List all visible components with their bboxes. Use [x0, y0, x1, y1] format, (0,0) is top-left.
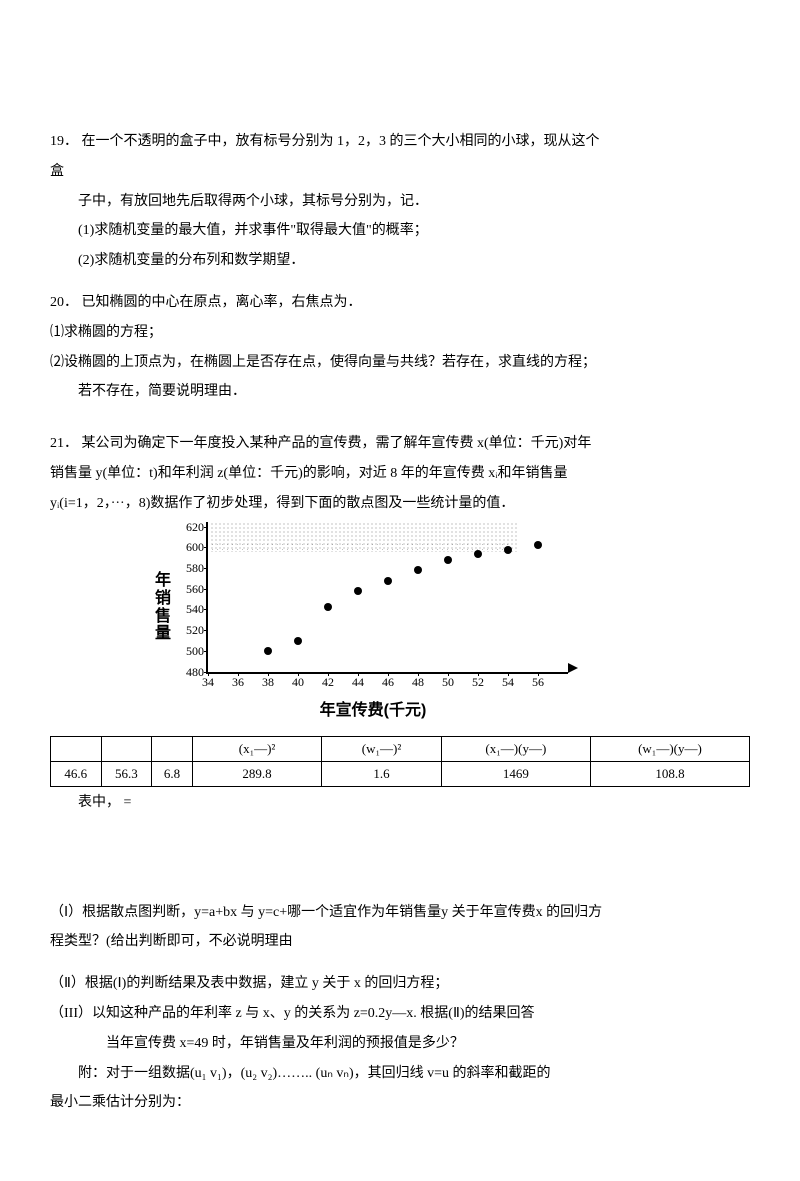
q21-line3: yᵢ(i=1，2，···，8)数据作了初步处理，得到下面的散点图及一些统计量的值…: [50, 492, 750, 516]
xtick-label: 36: [232, 675, 244, 690]
scatter-point: [444, 556, 452, 564]
x-axis-arrow-icon: [568, 663, 578, 673]
q19-sub1: (1)求随机变量的最大值，并求事件"取得最大值"的概率；: [50, 219, 750, 243]
table-data-cell: 6.8: [152, 761, 193, 786]
ytick-label: 620: [178, 521, 204, 533]
scatter-point: [504, 546, 512, 554]
table-data-cell: 46.6: [51, 761, 102, 786]
q20-text1: 已知椭圆的中心在原点，离心率，右焦点为．: [82, 295, 362, 310]
chart-plot-area: 4805005205405605806006203436384042444648…: [206, 522, 568, 674]
appendix-line2: 最小二乘估计分别为：: [50, 1091, 750, 1115]
table-header-cell: (w₁—)²: [322, 736, 442, 761]
xtick-mark: [268, 672, 269, 676]
chart-noise-band2: [210, 542, 510, 552]
q19-text1a: 在一个不透明的盒子中，放有标号分别为 1，2，3 的三个大小相同的小球，现从这个: [82, 134, 600, 149]
ytick-mark: [204, 547, 208, 548]
xtick-label: 42: [322, 675, 334, 690]
ytick-label: 480: [178, 666, 204, 678]
scatter-point: [294, 637, 302, 645]
ytick-label: 600: [178, 541, 204, 553]
xtick-label: 48: [412, 675, 424, 690]
part-i-line1: （Ⅰ）根据散点图判断，y=a+bx 与 y=c+哪一个适宜作为年销售量y 关于年…: [50, 901, 750, 925]
scatter-point: [264, 647, 272, 655]
ytick-label: 580: [178, 562, 204, 574]
table-data-cell: 1469: [441, 761, 590, 786]
ytick-mark: [204, 527, 208, 528]
xtick-mark: [538, 672, 539, 676]
ytick-mark: [204, 589, 208, 590]
q19-line2: 子中，有放回地先后取得两个小球，其标号分别为，记．: [50, 190, 750, 214]
xtick-label: 44: [352, 675, 364, 690]
appendix-line1: 附：对于一组数据(u₁ v₁)，(u₂ v₂)…….. (uₙ vₙ)，其回归线…: [50, 1062, 750, 1086]
q19-line1b: 盒: [50, 160, 750, 184]
scatter-point: [414, 566, 422, 574]
xtick-mark: [448, 672, 449, 676]
xtick-label: 50: [442, 675, 454, 690]
xtick-mark: [508, 672, 509, 676]
table-data-cell: 1.6: [322, 761, 442, 786]
ytick-label: 540: [178, 603, 204, 615]
table-note: 表中， =: [50, 791, 750, 811]
xtick-label: 46: [382, 675, 394, 690]
part-ii: （Ⅱ）根据(Ⅰ)的判断结果及表中数据，建立 y 关于 x 的回归方程；: [50, 972, 750, 996]
part-iii-line2: 当年宣传费 x=49 时，年销售量及年利润的预报值是多少？: [50, 1032, 750, 1056]
q19-sub2: (2)求随机变量的分布列和数学期望．: [50, 249, 750, 273]
q21-number: 21．: [50, 436, 78, 451]
q20-sub2b: 若不存在，简要说明理由．: [50, 380, 750, 404]
scatter-point: [534, 541, 542, 549]
xtick-label: 52: [472, 675, 484, 690]
stats-table: (x₁—)²(w₁—)²(x₁—)(y—)(w₁—)(y—) 46.656.36…: [50, 736, 750, 787]
ytick-label: 560: [178, 583, 204, 595]
table-data-row: 46.656.36.8289.81.61469108.8: [51, 761, 750, 786]
xtick-label: 54: [502, 675, 514, 690]
xtick-label: 40: [292, 675, 304, 690]
xtick-mark: [418, 672, 419, 676]
part-iii-line1: （III）以知这种产品的年利率 z 与 x、y 的关系为 z=0.2y—x. 根…: [50, 1002, 750, 1026]
table-header-cell: [101, 736, 152, 761]
scatter-chart: 年销售量 48050052054056058060062034363840424…: [150, 522, 570, 720]
part-i-line2: 程类型？(给出判断即可，不必说明理由: [50, 930, 750, 954]
xtick-label: 56: [532, 675, 544, 690]
q19-number: 19．: [50, 134, 78, 149]
xtick-mark: [298, 672, 299, 676]
chart-ylabel: 年销售量: [150, 522, 176, 674]
ytick-mark: [204, 609, 208, 610]
q21-line1: 21． 某公司为确定下一年度投入某种产品的宣传费，需了解年宣传费 x(单位：千元…: [50, 432, 750, 456]
ytick-label: 520: [178, 624, 204, 636]
table-header-cell: (w₁—)(y—): [590, 736, 749, 761]
ytick-mark: [204, 651, 208, 652]
xtick-label: 38: [262, 675, 274, 690]
xtick-label: 34: [202, 675, 214, 690]
scatter-point: [384, 577, 392, 585]
xtick-mark: [388, 672, 389, 676]
q20-number: 20．: [50, 295, 78, 310]
q21-text1: 某公司为确定下一年度投入某种产品的宣传费，需了解年宣传费 x(单位：千元)对年: [82, 436, 592, 451]
table-data-cell: 289.8: [192, 761, 321, 786]
table-header-cell: (x₁—)²: [192, 736, 321, 761]
xtick-mark: [358, 672, 359, 676]
q20-line1: 20． 已知椭圆的中心在原点，离心率，右焦点为．: [50, 291, 750, 315]
q21-line2: 销售量 y(单位：t)和年利润 z(单位：千元)的影响，对近 8 年的年宣传费 …: [50, 462, 750, 486]
xtick-mark: [238, 672, 239, 676]
q20-sub1: ⑴求椭圆的方程；: [50, 321, 750, 345]
q19-line1: 19． 在一个不透明的盒子中，放有标号分别为 1，2，3 的三个大小相同的小球，…: [50, 130, 750, 154]
ytick-mark: [204, 568, 208, 569]
scatter-point: [354, 587, 362, 595]
xtick-mark: [208, 672, 209, 676]
q20-sub2: ⑵设椭圆的上顶点为，在椭圆上是否存在点，使得向量与共线？若存在，求直线的方程；: [50, 351, 750, 375]
table-header-row: (x₁—)²(w₁—)²(x₁—)(y—)(w₁—)(y—): [51, 736, 750, 761]
table-header-cell: [51, 736, 102, 761]
scatter-point: [324, 603, 332, 611]
xtick-mark: [478, 672, 479, 676]
ytick-label: 500: [178, 645, 204, 657]
xtick-mark: [328, 672, 329, 676]
table-header-cell: (x₁—)(y—): [441, 736, 590, 761]
ytick-mark: [204, 630, 208, 631]
table-data-cell: 108.8: [590, 761, 749, 786]
scatter-point: [474, 550, 482, 558]
chart-xlabel: 年宣传费(千元): [150, 696, 570, 720]
table-data-cell: 56.3: [101, 761, 152, 786]
table-header-cell: [152, 736, 193, 761]
